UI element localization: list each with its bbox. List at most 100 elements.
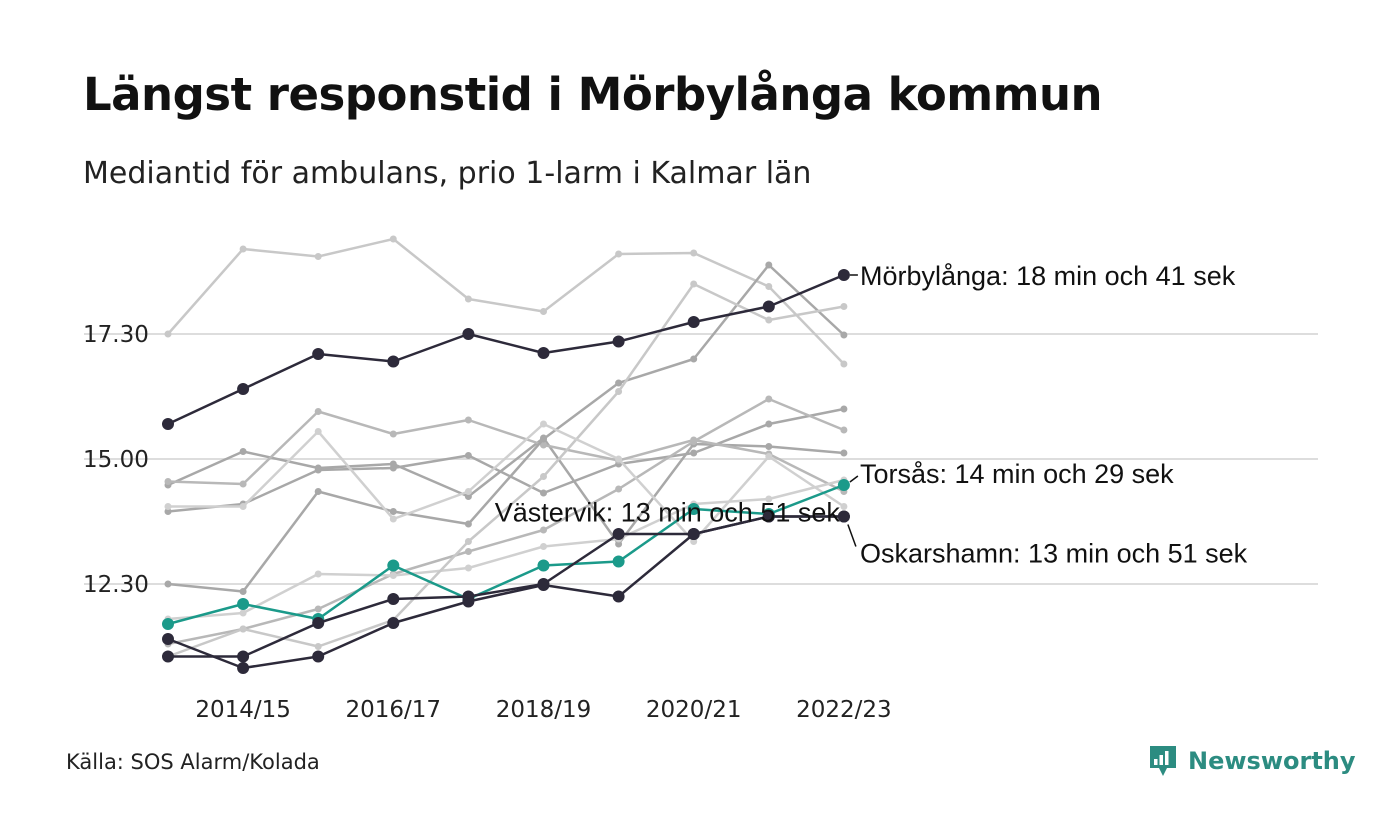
background-series-point xyxy=(164,478,172,485)
background-series-point xyxy=(464,548,472,555)
series-oskarshamn-point xyxy=(312,650,325,663)
background-series-point xyxy=(690,249,698,257)
brand-logo: Newsworthy xyxy=(1148,744,1356,778)
background-series-point xyxy=(314,253,322,260)
series-oskarshamn xyxy=(162,510,850,674)
background-series-line xyxy=(167,282,845,658)
background-series-point xyxy=(314,605,322,613)
background-series-line xyxy=(167,410,845,493)
background-series-point xyxy=(239,625,247,633)
series-v-stervik-point xyxy=(312,617,325,629)
background-series-line xyxy=(167,478,845,621)
background-series-point xyxy=(314,570,322,578)
background-series-line xyxy=(167,436,845,546)
series-v-stervik xyxy=(162,510,850,663)
series-v-stervik-point xyxy=(162,650,174,663)
background-series-point xyxy=(389,235,397,243)
annotation-oskarshamn: Oskarshamn: 13 min och 51 sek xyxy=(860,539,1248,569)
background-series-point xyxy=(314,488,322,495)
newsworthy-logo-icon xyxy=(1150,746,1176,776)
background-series-point xyxy=(314,428,322,435)
background-series-point xyxy=(765,283,773,290)
background-series-point xyxy=(765,495,773,503)
highlight-series xyxy=(162,269,850,674)
annotation-torsas: Torsås: 14 min och 29 sek xyxy=(860,459,1174,489)
series-v-stervik-point xyxy=(462,590,475,603)
background-series-point xyxy=(690,449,698,457)
background-series-point xyxy=(765,316,773,324)
background-series xyxy=(164,235,848,660)
x-axis-ticks: 2014/15 2016/17 2018/19 2020/21 2022/23 xyxy=(195,697,891,723)
series-m-rbyl-nga xyxy=(162,269,850,430)
background-series-point xyxy=(464,538,472,545)
background-series-point xyxy=(690,538,698,545)
background-series xyxy=(164,434,848,548)
background-series-point xyxy=(765,443,773,450)
background-series-line xyxy=(167,263,845,593)
background-series-point xyxy=(239,609,247,617)
series-v-stervik-point xyxy=(612,528,625,540)
series-m-rbyl-nga-point xyxy=(237,383,250,395)
series-m-rbyl-nga-point xyxy=(312,348,325,360)
background-series-point xyxy=(840,405,848,413)
background-series-point xyxy=(540,420,547,428)
source-note: Källa: SOS Alarm/Kolada xyxy=(66,750,320,774)
background-series-point xyxy=(540,526,547,534)
series-oskarshamn-point xyxy=(612,590,625,603)
background-series-point xyxy=(765,453,773,460)
background-series-point xyxy=(464,488,472,495)
background-series xyxy=(164,235,848,368)
background-series-point xyxy=(615,388,623,395)
background-series-point xyxy=(164,330,172,338)
background-series-point xyxy=(840,503,848,510)
background-series-point xyxy=(540,441,547,449)
background-series-point xyxy=(164,508,172,515)
background-series-point xyxy=(464,452,472,459)
background-series-point xyxy=(389,460,397,468)
series-v-stervik-point xyxy=(387,593,400,605)
background-series-point xyxy=(615,379,623,387)
series-m-rbyl-nga-point xyxy=(387,355,400,368)
series-m-rbyl-nga-point xyxy=(837,269,850,281)
x-tick-label: 2022/23 xyxy=(796,697,892,723)
y-tick-label: 15.00 xyxy=(83,447,149,473)
background-series-point xyxy=(314,643,322,650)
background-series-point xyxy=(389,508,397,515)
x-tick-label: 2018/19 xyxy=(496,697,592,723)
series-tors-s-point xyxy=(162,618,174,630)
background-series-point xyxy=(164,580,172,588)
background-series-point xyxy=(389,515,397,523)
background-series-line xyxy=(167,397,845,646)
background-series-point xyxy=(840,426,848,434)
series-tors-s-line xyxy=(167,483,845,626)
background-series-point xyxy=(615,485,623,493)
background-series-point xyxy=(464,564,472,572)
background-series-point xyxy=(164,503,172,510)
background-series xyxy=(164,261,848,595)
series-v-stervik-point xyxy=(762,510,775,523)
series-v-stervik-line xyxy=(168,515,844,658)
series-v-stervik-point xyxy=(237,650,250,663)
x-tick-label: 2020/21 xyxy=(646,697,742,723)
background-series-point xyxy=(615,250,623,258)
background-series-point xyxy=(540,489,547,497)
series-v-stervik-point xyxy=(837,510,850,523)
background-series-point xyxy=(464,520,472,528)
background-series-point xyxy=(314,408,322,415)
background-series-point xyxy=(239,448,247,455)
series-tors-s-point xyxy=(387,559,400,572)
background-series-point xyxy=(690,280,698,288)
y-tick-label: 17.30 xyxy=(83,322,149,348)
series-m-rbyl-nga-point xyxy=(612,335,625,348)
series-tors-s-point xyxy=(837,479,850,491)
series-oskarshamn-point xyxy=(162,633,174,645)
series-m-rbyl-nga-point xyxy=(462,328,475,340)
background-series-point xyxy=(389,430,397,438)
series-m-rbyl-nga-point xyxy=(687,316,700,328)
background-series-point xyxy=(464,416,472,424)
chart-title: Längst responstid i Mörbylånga kommun xyxy=(83,68,1103,121)
annotation-leader xyxy=(849,475,859,483)
background-series-point xyxy=(765,420,773,428)
background-series-point xyxy=(615,455,623,463)
series-tors-s-point xyxy=(687,503,700,515)
